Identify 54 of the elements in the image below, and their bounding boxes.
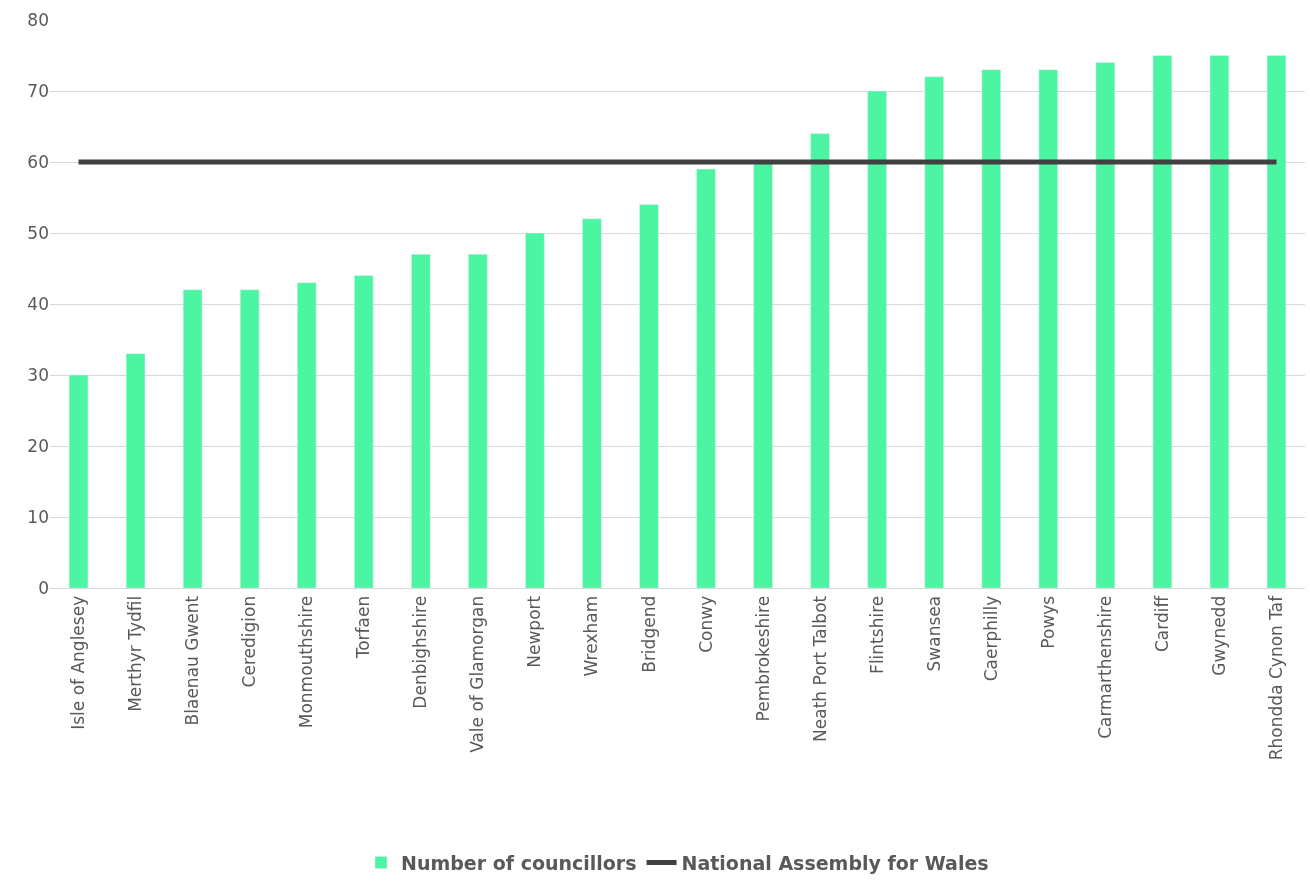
bar bbox=[125, 353, 146, 588]
x-tick-label: Cardiff bbox=[1151, 594, 1172, 653]
bar bbox=[182, 289, 203, 588]
y-tick-label: 40 bbox=[27, 293, 49, 314]
bar bbox=[582, 218, 602, 588]
x-tick-label: Wrexham bbox=[581, 595, 602, 677]
x-tick-label: Swansea bbox=[923, 595, 944, 672]
y-tick-label: 80 bbox=[27, 9, 49, 30]
bar bbox=[696, 168, 716, 588]
x-tick-label: Caerphilly bbox=[980, 595, 1001, 682]
legend-label: Number of councillors bbox=[401, 851, 637, 874]
x-tick-label: Gwynedd bbox=[1208, 595, 1229, 676]
bar bbox=[68, 374, 89, 588]
x-tick-label: Conwy bbox=[695, 595, 716, 653]
bar bbox=[981, 69, 1001, 588]
bar bbox=[924, 76, 944, 588]
bar bbox=[867, 90, 887, 588]
y-tick-label: 20 bbox=[27, 435, 49, 456]
bar bbox=[297, 282, 317, 588]
x-tick-label: Carmarthenshire bbox=[1094, 595, 1115, 739]
bar bbox=[468, 254, 488, 588]
x-tick-label: Bridgend bbox=[638, 595, 659, 673]
bar bbox=[1095, 62, 1115, 588]
bar bbox=[1209, 55, 1230, 588]
bar bbox=[240, 289, 260, 588]
y-tick-label: 50 bbox=[27, 222, 49, 243]
x-tick-label: Powys bbox=[1037, 595, 1058, 649]
x-tick-label: Pembrokeshire bbox=[752, 595, 773, 722]
legend-label: National Assembly for Wales bbox=[681, 851, 989, 874]
bar bbox=[810, 133, 830, 588]
x-tick-label: Newport bbox=[524, 595, 545, 668]
bar bbox=[1152, 55, 1173, 588]
y-tick-label: 30 bbox=[27, 364, 49, 385]
x-tick-label: Merthyr Tydfil bbox=[125, 595, 146, 712]
x-tick-label: Ceredigion bbox=[239, 595, 260, 688]
y-tick-label: 10 bbox=[27, 506, 49, 527]
bar bbox=[1266, 55, 1287, 588]
x-tick-label: Isle of Anglesey bbox=[68, 595, 89, 730]
x-tick-label: Blaenau Gwent bbox=[182, 595, 203, 726]
bar bbox=[525, 232, 545, 588]
bar bbox=[354, 275, 374, 588]
y-tick-label: 70 bbox=[27, 80, 49, 101]
x-tick-label: Vale of Glamorgan bbox=[467, 595, 488, 753]
y-tick-label: 60 bbox=[27, 151, 49, 172]
x-tick-label: Denbighshire bbox=[410, 595, 431, 709]
bar bbox=[411, 254, 431, 588]
bar bbox=[639, 204, 659, 588]
x-tick-label: Monmouthshire bbox=[296, 595, 317, 729]
bar bbox=[1038, 69, 1058, 588]
x-tick-label: Torfaen bbox=[353, 595, 374, 660]
x-tick-label: Flintshire bbox=[866, 595, 887, 674]
x-tick-label: Neath Port Talbot bbox=[809, 595, 830, 742]
y-tick-label: 0 bbox=[38, 577, 49, 598]
x-tick-label: Rhondda Cynon Taf bbox=[1266, 594, 1287, 761]
